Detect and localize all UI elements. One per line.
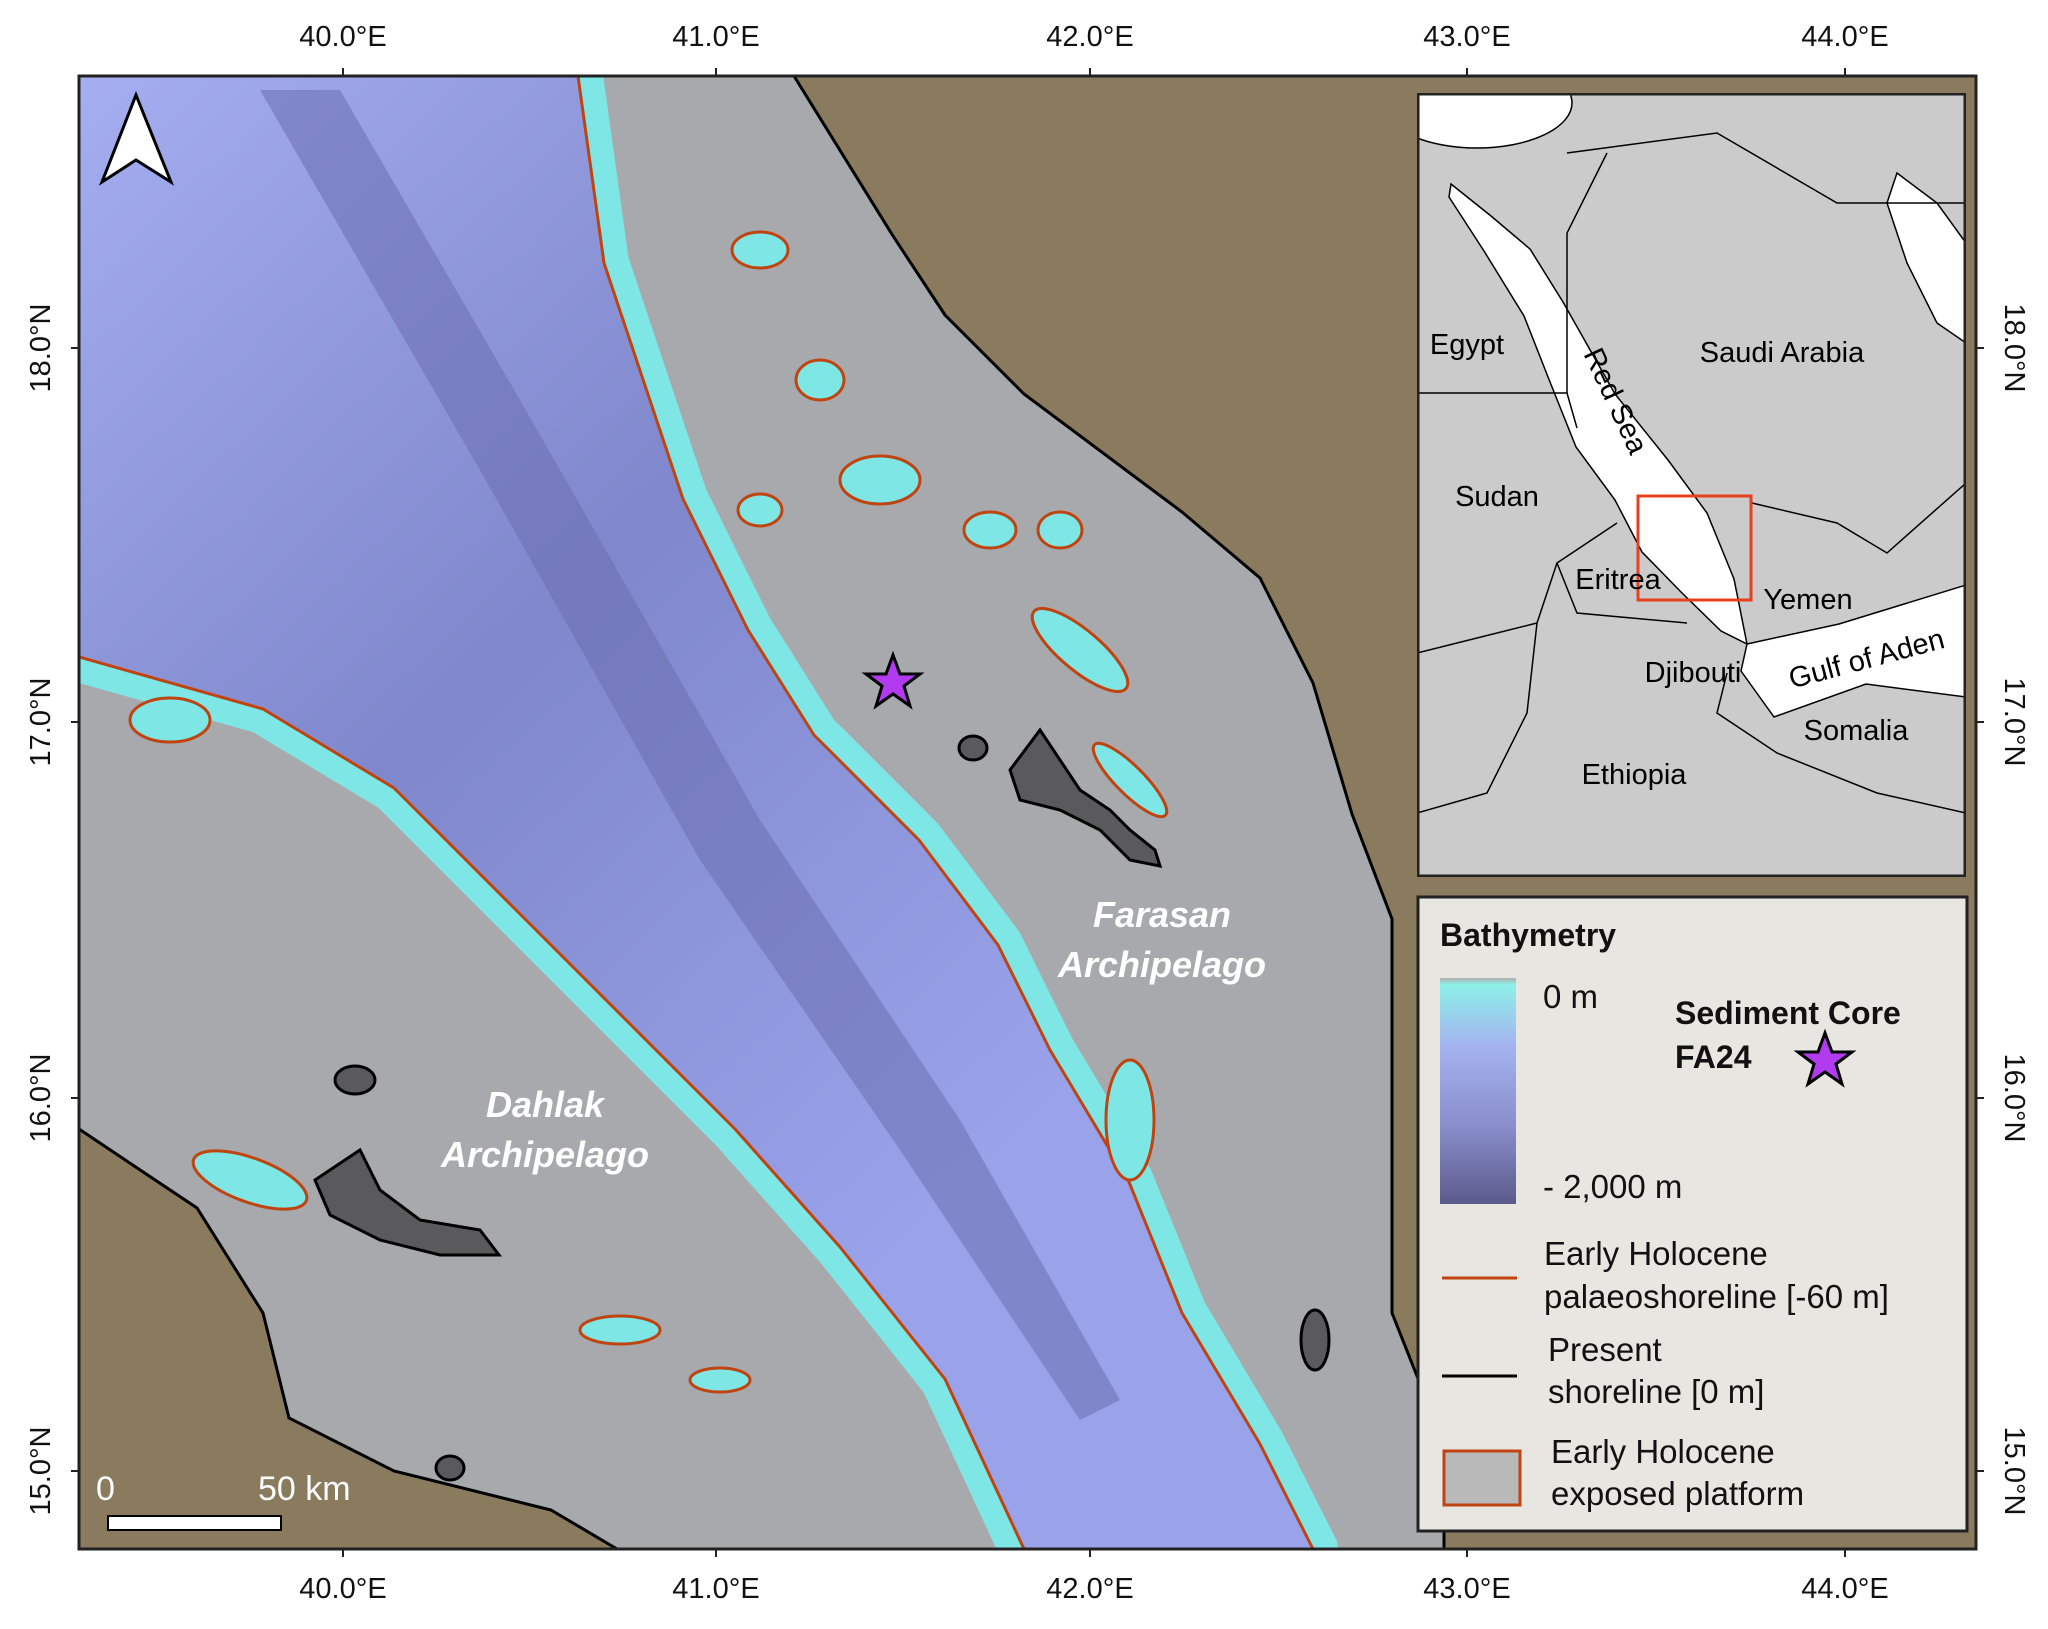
lat-tick-right: 18.0°N (1998, 304, 2030, 393)
inset-label-eritrea: Eritrea (1575, 564, 1661, 596)
inset-label-egypt: Egypt (1430, 329, 1504, 361)
lon-tick-top: 42.0°E (1046, 21, 1133, 53)
persian-gulf (1886, 171, 1966, 344)
platform-label-line1: Early Holocene (1551, 1433, 1775, 1470)
inset-label-yemen: Yemen (1763, 584, 1852, 616)
lat-tick-left: 15.0°N (25, 1427, 57, 1516)
platform-label-line2: exposed platform (1551, 1475, 1804, 1512)
map-frame (77, 74, 1978, 1551)
bathymetry-gradient (1440, 978, 1516, 1204)
inset-label-djibouti: Djibouti (1645, 657, 1742, 689)
legend-star-icon (1793, 1028, 1857, 1088)
gradient-bottom-label: - 2,000 m (1543, 1168, 1682, 1205)
core-label-line2: FA24 (1675, 1039, 1752, 1075)
core-label-line1: Sediment Core (1675, 995, 1901, 1031)
lon-tick-bottom: 40.0°E (299, 1573, 386, 1605)
lat-tick-left: 17.0°N (25, 678, 57, 767)
sediment-core-star-icon (861, 650, 925, 710)
scale-end-label: 50 km (258, 1470, 351, 1508)
dahlak-label-line1: Dahlak (486, 1084, 606, 1125)
lon-tick-top: 40.0°E (299, 21, 386, 53)
inset-map: Egypt Saudi Arabia Sudan Eritrea Yemen D… (1417, 93, 1966, 877)
red-sea (1448, 182, 1749, 646)
legend-title: Bathymetry (1440, 917, 1616, 953)
palaeo-label-line2: palaeoshoreline [-60 m] (1544, 1278, 1889, 1315)
north-arrow-icon (98, 90, 175, 186)
inset-label-ethiopia: Ethiopia (1582, 759, 1688, 791)
scale-bar (107, 1515, 282, 1531)
lon-tick-bottom: 43.0°E (1423, 1573, 1510, 1605)
lat-tick-right: 15.0°N (1998, 1427, 2030, 1516)
platform-symbol (1442, 1449, 1522, 1507)
palaeo-islands (128, 230, 1169, 1394)
lon-tick-bottom: 44.0°E (1801, 1573, 1888, 1605)
extent-box (1636, 494, 1753, 602)
lat-tick-left: 18.0°N (25, 304, 57, 393)
palaeo-label-line1: Early Holocene (1544, 1235, 1768, 1272)
gulf-of-aden (1740, 584, 1966, 718)
inset-label-sudan: Sudan (1455, 481, 1539, 513)
country-borders (1417, 132, 1966, 814)
dahlak-label-line2: Archipelago (440, 1134, 649, 1175)
legend: Bathymetry 0 m - 2,000 m Sediment Core F… (1416, 895, 1969, 1533)
mediterranean (1417, 93, 1573, 149)
lat-tick-right: 16.0°N (1998, 1054, 2030, 1143)
present-islands (313, 727, 1331, 1482)
present-label-line2: shoreline [0 m] (1548, 1373, 1764, 1410)
scale-start-label: 0 (96, 1470, 115, 1508)
farasan-label-line1: Farasan (1093, 894, 1231, 935)
farasan-label-line2: Archipelago (1057, 944, 1266, 985)
rift-trough (260, 90, 1120, 1420)
lon-tick-top: 44.0°E (1801, 21, 1888, 53)
lat-tick-left: 16.0°N (25, 1054, 57, 1143)
lon-tick-bottom: 41.0°E (672, 1573, 759, 1605)
present-label-line1: Present (1548, 1331, 1662, 1368)
land-africa (79, 1127, 620, 1549)
coordinate-ticks (71, 68, 1984, 1557)
gradient-top-label: 0 m (1543, 978, 1598, 1015)
lat-tick-right: 17.0°N (1998, 678, 2030, 767)
lon-tick-bottom: 42.0°E (1046, 1573, 1133, 1605)
lon-tick-top: 43.0°E (1423, 21, 1510, 53)
lon-tick-top: 41.0°E (672, 21, 759, 53)
inset-label-somalia: Somalia (1804, 715, 1910, 747)
inset-label-saudi-arabia: Saudi Arabia (1700, 337, 1865, 369)
